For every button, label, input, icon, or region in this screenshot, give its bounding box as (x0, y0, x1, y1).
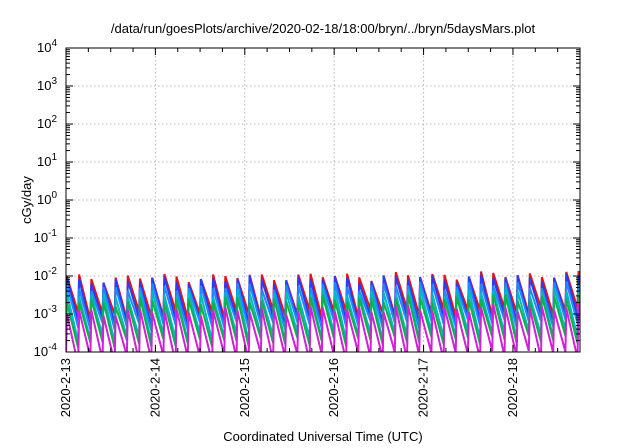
x-tick-label: 2020-2-17 (416, 358, 431, 417)
x-tick-label: 2020-2-13 (58, 358, 73, 417)
y-tick-label: 10-2 (34, 266, 58, 283)
x-tick-label: 2020-2-14 (147, 358, 162, 417)
y-tick-label: 100 (37, 190, 57, 207)
y-axis-title: cGy/day (19, 176, 34, 224)
y-tick-labels: 10-4 10-3 10-2 10-1 100 101 102 103 104 (34, 38, 58, 359)
y-tick-label: 101 (37, 152, 57, 169)
axis-ticks (65, 47, 580, 353)
y-tick-label: 10-1 (34, 228, 58, 245)
y-tick-label: 10-3 (34, 304, 58, 321)
x-tick-label: 2020-2-18 (505, 358, 520, 417)
y-tick-label: 10-4 (34, 342, 58, 359)
x-tick-label: 2020-2-15 (237, 358, 252, 417)
series-line (66, 303, 580, 352)
chart-title: /data/run/goesPlots/archive/2020-02-18/1… (111, 21, 536, 36)
y-tick-label: 104 (37, 38, 57, 55)
x-tick-labels: 2020-2-13 2020-2-14 2020-2-15 2020-2-16 2020… (58, 358, 520, 417)
y-tick-label: 103 (37, 76, 57, 93)
y-tick-label: 102 (37, 114, 57, 131)
x-tick-label: 2020-2-16 (326, 358, 341, 417)
series-layer (66, 270, 580, 352)
x-axis-title: Coordinated Universal Time (UTC) (223, 429, 422, 444)
